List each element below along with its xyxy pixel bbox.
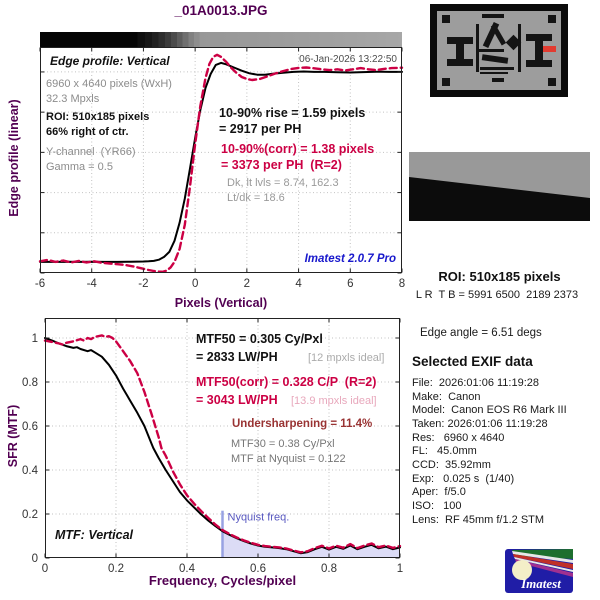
exif-line: Lens: RF 45mm f/1.2 STM [412,513,545,526]
edge-profile-corrected-curve [38,53,404,273]
x-tick-label: 0 [42,563,48,575]
exif-line: File: 2026:01:06 11:19:28 [412,377,540,389]
edge-plot: -6 -4 -2 0 2 4 6 8 [35,47,405,290]
x-tick-label: 0.2 [108,563,124,575]
logo-red-stripe [513,554,573,569]
exif-line: Taken: 2026:01:06 11:19:28 [412,417,548,430]
gray-step-wedge [40,32,402,48]
x-tick-label: 0 [192,278,198,290]
edge-xaxis-label: Pixels (Vertical) [174,296,268,310]
edge-angle: Edge angle = 6.51 degs [420,327,542,339]
page-title: _01A0013.JPG [174,3,268,18]
exif-line: Aper: f/5.0 [412,486,466,499]
channel: Y-channel (YR66) [46,146,136,158]
mtf50-corr-ideal-annotation: [13.9 mpxls ideal] [291,395,377,407]
exif-line: ISO: 100 [412,499,462,512]
ltdk-annotation: Lt/dk = 18.6 [227,192,285,204]
mtf50-lwph-annotation: = 2833 LW/PH [196,350,278,364]
roi-coords: L R T B = 5991 6500 2189 2373 [415,289,579,301]
nyquist-label: Nyquist freq. [228,512,290,524]
logo-text: Imatest [520,576,561,591]
mtf-nyquist-annotation: MTF at Nyquist = 0.122 [231,453,346,465]
x-tick-label: 4 [295,278,302,290]
edge-chart-title: Edge profile: Vertical [50,54,170,68]
exif-line: Res: 6960 x 4640 [412,431,505,444]
mtf50-annotation: MTF50 = 0.305 Cy/Pxl [196,332,323,346]
undersharpening-annotation: Undersharpening = 11.4% [232,418,373,430]
roi-size: ROI: 510x185 pixels [46,111,150,123]
gamma: Gamma = 0.5 [46,161,113,173]
mtf50-corr-lwph-annotation: = 3043 LW/PH [196,393,278,407]
edge-yaxis-label: Edge profile (linear) [7,99,21,217]
test-chart-thumbnail [430,4,568,97]
edge-profile-curve [39,61,403,263]
exif-line: CCD: 35.92mm [412,458,491,471]
chart-patterns [442,14,556,86]
mtf-xaxis-label: Frequency, Cycles/pixel [148,573,297,588]
x-tick-label: 0.4 [179,563,196,575]
nyquist-shaded-region [222,531,400,558]
x-tick-label: 8 [399,278,405,290]
mtf50-corr-annotation: MTF50(corr) = 0.328 C/P (R=2) [196,375,377,389]
exif-line: Exp: 0.025 s (1/40) [412,472,515,485]
mtf-plot-label: MTF: Vertical [55,528,134,542]
version-label: Imatest 2.0.7 Pro [304,253,396,265]
imatest-logo: Imatest [505,549,573,593]
timestamp: 06-Jan-2026 13:22:50 [299,54,397,65]
mtf-corrected-curve [43,334,402,554]
roi-position: 66% right of ctr. [46,126,129,138]
y-tick-label: 0.6 [22,421,38,433]
mtf30-annotation: MTF30 = 0.38 Cy/Pxl [231,438,335,450]
exif-block: File: 2026:01:06 11:19:28 Make: Canon Mo… [412,377,567,527]
x-tick-label: -4 [87,278,98,290]
levels-annotation: Dk, lt lvls = 8.74, 162.3 [227,177,339,189]
x-tick-label: 1 [397,563,403,575]
y-tick-label: 0 [32,553,38,565]
y-tick-label: 0.4 [22,465,39,477]
mtf-plot: 0 0.2 0.4 0.6 0.8 1 0 0.2 0.4 0.6 0.8 1 Nyquist freq… [22,318,403,575]
mtf50-ideal-annotation: [12 mpxls ideal] [308,352,385,364]
x-tick-label: -6 [35,278,45,290]
rise-annotation: 10-90% rise = 1.59 pixels [219,106,366,120]
y-tick-label: 0.2 [22,509,38,521]
slanted-edge [409,177,590,221]
exif-heading: Selected EXIF data [412,354,533,369]
mtf-yaxis-label: SFR (MTF) [6,404,20,468]
roi-marker [543,46,556,52]
roi-panel-title: ROI: 510x185 pixels [438,269,561,284]
exif-line: Make: Canon [412,390,481,403]
rise-corr-annotation: 10-90%(corr) = 1.38 pixels [221,142,375,156]
y-tick-label: 1 [32,333,38,345]
megapixels: 32.3 Mpxls [46,93,100,105]
rise-ph-annotation: = 2917 per PH [219,122,302,136]
roi-crop-thumbnail [409,152,590,221]
rise-corr-ph-annotation: = 3373 per PH (R=2) [221,158,342,172]
x-tick-label: 0.6 [250,563,266,575]
exif-line: FL: 45.0mm [412,445,477,458]
x-tick-label: 6 [347,278,353,290]
x-tick-label: 2 [244,278,250,290]
y-tick-label: 0.8 [22,377,38,389]
image-dimensions: 6960 x 4640 pixels (WxH) [46,78,172,90]
x-tick-label: -2 [138,278,148,290]
logo-moon [512,560,532,580]
x-tick-label: 0.8 [321,563,337,575]
exif-line: Model: Canon EOS R6 Mark III [412,404,567,417]
